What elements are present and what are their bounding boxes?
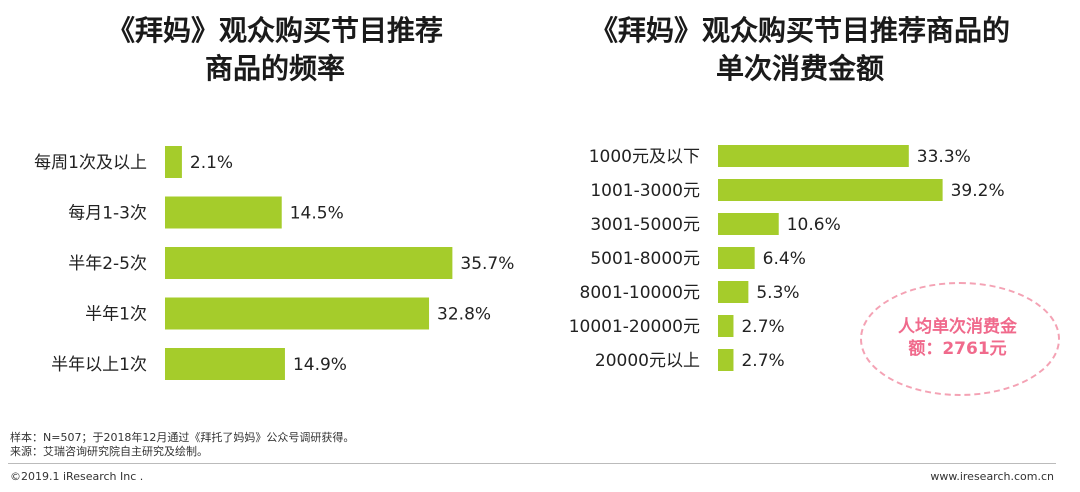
chart1-category-label-3: 半年1次 [85, 305, 147, 325]
chart1-bar-0 [165, 146, 182, 178]
chart1-value-label-4: 14.9% [293, 355, 347, 375]
chart1-value-label-1: 14.5% [290, 204, 344, 224]
chart2-title-line1: 《拜妈》观众购买节目推荐商品的 [589, 14, 1010, 47]
avg-spend-annotation: 人均单次消费金 额：2761元 [875, 316, 1040, 360]
chart1-category-label-2: 半年2-5次 [68, 254, 147, 274]
chart1-bar-1 [165, 196, 282, 229]
chart1-value-label-3: 32.8% [437, 305, 491, 325]
chart2-category-label-4: 8001-10000元 [580, 283, 700, 303]
chart2-bar-5 [718, 315, 734, 337]
chart2-bar-6 [718, 349, 734, 371]
chart2-bar-1 [718, 179, 943, 201]
chart2-category-label-1: 1001-3000元 [590, 181, 700, 201]
source-note: 来源：艾瑞咨询研究院自主研究及绘制。 [10, 445, 208, 458]
chart2-category-label-2: 3001-5000元 [590, 215, 700, 235]
chart2-bar-4 [718, 281, 749, 303]
chart2-title-line2: 单次消费金额 [715, 52, 884, 85]
chart2-bar-2 [718, 213, 779, 235]
chart2-value-label-6: 2.7% [741, 351, 784, 371]
chart1-value-label-2: 35.7% [460, 254, 514, 274]
avg-spend-line2: 额：2761元 [908, 339, 1007, 359]
copyright-text: ©2019.1 iResearch Inc . [10, 470, 144, 483]
chart1-category-label-4: 半年以上1次 [51, 355, 147, 375]
avg-spend-line1: 人均单次消费金 [898, 317, 1017, 337]
website-link[interactable]: www.iresearch.com.cn [930, 470, 1054, 483]
chart1-category-label-0: 每周1次及以上 [34, 153, 147, 173]
chart2-value-label-2: 10.6% [787, 215, 841, 235]
chart2-value-label-1: 39.2% [951, 181, 1005, 201]
chart2-category-label-5: 10001-20000元 [569, 317, 700, 337]
chart2-value-label-0: 33.3% [917, 147, 971, 167]
chart2-category-label-0: 1000元及以下 [589, 147, 700, 167]
chart1-bar-3 [165, 297, 430, 330]
chart2-bar-3 [718, 247, 755, 269]
chart1-title-line2: 商品的频率 [204, 52, 345, 85]
chart1-value-label-0: 2.1% [190, 153, 233, 173]
sample-note: 样本：N=507；于2018年12月通过《拜托了妈妈》公众号调研获得。 [10, 431, 355, 444]
chart2-value-label-3: 6.4% [763, 249, 806, 269]
chart2-bar-0 [718, 145, 909, 167]
chart1-title-line1: 《拜妈》观众购买节目推荐 [106, 14, 443, 47]
chart1-bar-4 [165, 348, 285, 380]
chart2-value-label-5: 2.7% [741, 317, 784, 337]
chart2-category-label-6: 20000元以上 [595, 351, 700, 371]
chart2-value-label-4: 5.3% [756, 283, 799, 303]
chart2-title: 《拜妈》观众购买节目推荐商品的 单次消费金额 [540, 12, 1060, 88]
chart1-title: 《拜妈》观众购买节目推荐 商品的频率 [40, 12, 510, 88]
chart1-bar-2 [165, 247, 453, 279]
chart1-category-label-1: 每月1-3次 [68, 204, 147, 224]
footer-divider [8, 463, 1056, 464]
chart2-category-label-3: 5001-8000元 [590, 249, 700, 269]
avg-spend-stamp [860, 282, 1060, 396]
